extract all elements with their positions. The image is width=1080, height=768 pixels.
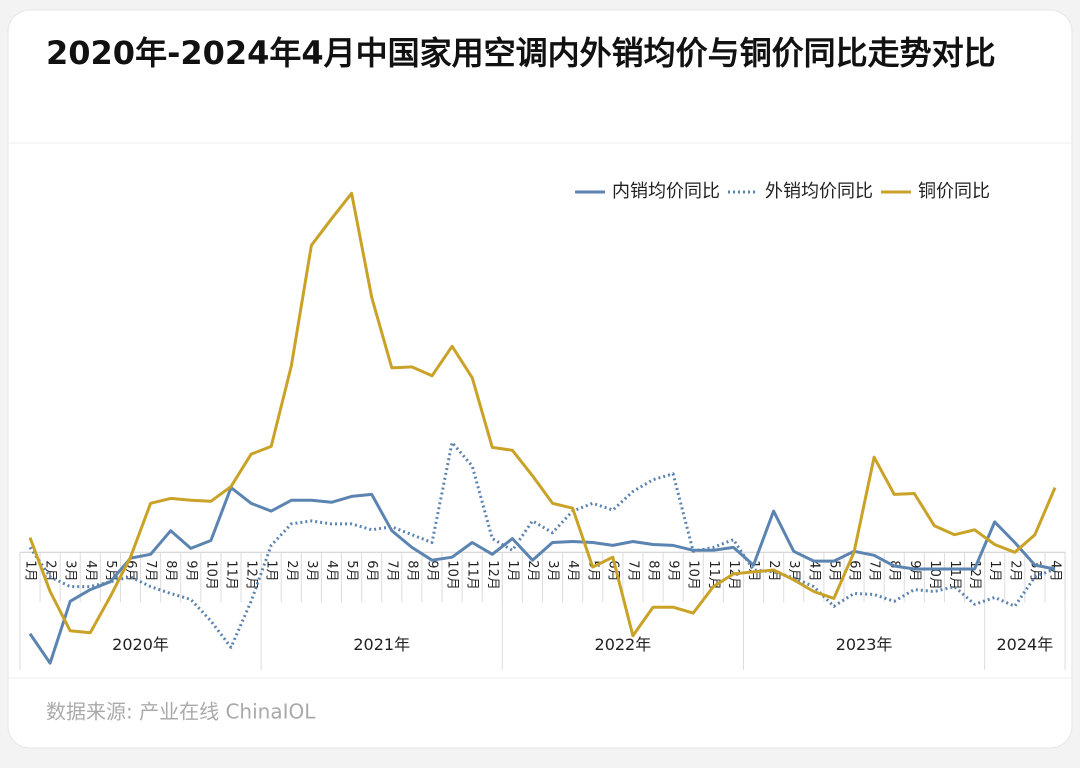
x-group-label: 2024年 <box>996 635 1053 654</box>
x-tick-label: 8月 <box>646 560 661 581</box>
x-tick-label: 5月 <box>103 560 118 581</box>
x-tick-label: 9月 <box>183 560 198 581</box>
card <box>7 9 1073 749</box>
x-tick-label: 7月 <box>625 560 640 581</box>
x-tick-label: 12月 <box>967 560 982 590</box>
x-tick-label: 2月 <box>525 560 540 581</box>
title-box: 2020年-2024年4月中国家用空调内外销均价与铜价同比走势对比 <box>46 34 996 72</box>
x-tick-label: 10月 <box>927 560 942 590</box>
x-tick-label: 3月 <box>545 560 560 581</box>
x-group-label: 2020年 <box>112 635 169 654</box>
x-tick-label: 9月 <box>666 560 681 581</box>
chart-title: 2020年-2024年4月中国家用空调内外销均价与铜价同比走势对比 <box>46 34 996 72</box>
x-tick-label: 7月 <box>867 560 882 581</box>
x-tick-label: 2月 <box>284 560 299 581</box>
x-tick-label: 2月 <box>1007 560 1022 581</box>
x-tick-label: 9月 <box>907 560 922 581</box>
series-line <box>28 486 1056 665</box>
x-tick-label: 11月 <box>947 560 962 590</box>
series-line <box>28 191 1057 638</box>
x-tick-label: 3月 <box>304 560 319 581</box>
x-tick-label: 4月 <box>324 560 339 581</box>
x-tick-label: 12月 <box>485 560 500 590</box>
x-tick-label: 9月 <box>424 560 439 581</box>
x-tick-label: 5月 <box>344 560 359 581</box>
x-group-label: 2023年 <box>836 635 893 654</box>
x-tick-label: 8月 <box>163 560 178 581</box>
x-tick-label: 2月 <box>43 560 58 581</box>
x-tick-label: 11月 <box>223 560 238 590</box>
x-tick-label: 4月 <box>83 560 98 581</box>
x-tick-label: 5月 <box>826 560 841 581</box>
x-tick-label: 1月 <box>23 560 38 581</box>
x-tick-label: 3月 <box>63 560 78 581</box>
x-tick-label: 1月 <box>987 560 1002 581</box>
x-group-label: 2022年 <box>595 635 652 654</box>
x-tick-label: 7月 <box>384 560 399 581</box>
x-tick-label: 4月 <box>1048 560 1063 581</box>
x-group-label: 2021年 <box>353 635 410 654</box>
x-tick-label: 1月 <box>264 560 279 581</box>
x-tick-label: 12月 <box>244 560 259 590</box>
x-tick-label: 10月 <box>203 560 218 590</box>
x-tick-label: 10月 <box>686 560 701 590</box>
legend-label: 内销均价同比 <box>612 181 720 202</box>
x-tick-label: 8月 <box>404 560 419 581</box>
x-tick-label: 4月 <box>806 560 821 581</box>
x-tick-label: 7月 <box>143 560 158 581</box>
x-tick-label: 4月 <box>565 560 580 581</box>
x-tick-label: 1月 <box>505 560 520 581</box>
source-note: 数据来源: 产业在线 ChinaIOL <box>46 700 316 724</box>
x-tick-label: 11月 <box>465 560 480 590</box>
x-tick-label: 10月 <box>445 560 460 590</box>
x-tick-label: 6月 <box>847 560 862 581</box>
legend-label: 铜价同比 <box>918 181 990 202</box>
legend-label: 外销均价同比 <box>765 181 873 202</box>
x-tick-label: 6月 <box>364 560 379 581</box>
